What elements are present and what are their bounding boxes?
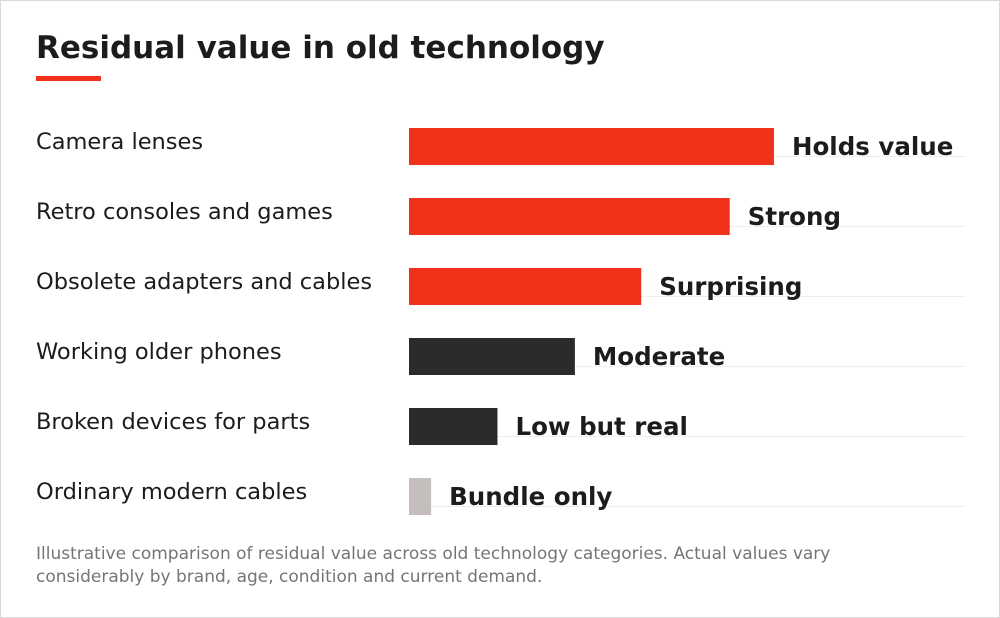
category-label: Obsolete adapters and cables [36, 269, 372, 295]
data-label: Surprising [659, 272, 802, 301]
category-label: Ordinary modern cables [36, 479, 307, 505]
bar [409, 478, 432, 515]
data-label: Low but real [515, 412, 687, 441]
category-label: Retro consoles and games [36, 199, 333, 225]
category-label: Camera lenses [36, 129, 203, 155]
chart-title: Residual value in old technology [36, 30, 605, 66]
bar-chart: Camera lenses Holds value Retro consoles a… [36, 128, 965, 515]
bar [409, 198, 730, 235]
chart-footnote: Illustrative comparison of residual valu… [36, 544, 831, 587]
bar [409, 408, 498, 445]
data-label: Bundle only [449, 482, 612, 511]
bar [409, 338, 575, 375]
category-label: Broken devices for parts [36, 409, 310, 435]
category-label: Working older phones [36, 339, 282, 365]
data-label: Holds value [792, 132, 953, 161]
data-label: Strong [748, 202, 841, 231]
bar [409, 128, 774, 165]
bar [409, 268, 642, 305]
title-accent-rule [36, 76, 101, 81]
data-label: Moderate [593, 342, 725, 371]
